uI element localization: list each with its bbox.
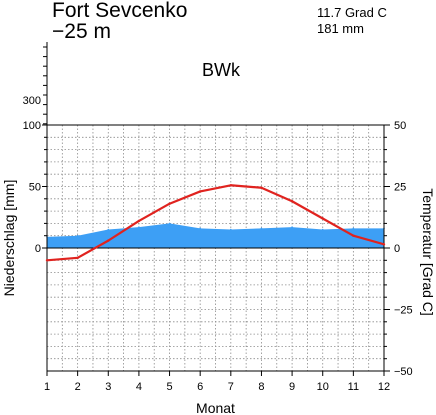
x-tick-label: 6	[197, 381, 203, 393]
left-tick-label: 100	[23, 120, 41, 132]
precipitation-point	[321, 228, 324, 231]
temperature-point	[45, 259, 49, 262]
climate-classification: BWk	[202, 60, 240, 80]
temperature-point	[321, 217, 324, 220]
precipitation-area	[47, 223, 384, 248]
x-tick-label: 12	[378, 381, 390, 393]
temperature-point	[290, 200, 294, 203]
mean-temperature: 11.7 Grad C	[317, 5, 387, 20]
temperature-point	[76, 256, 79, 260]
left-axis-title: Niederschlag [mm]	[1, 180, 17, 297]
right-tick-label: 0	[394, 243, 400, 255]
temperature-point	[352, 234, 355, 237]
x-tick-label: 4	[136, 381, 142, 393]
x-tick-label: 8	[258, 381, 264, 393]
precipitation-point	[199, 227, 201, 230]
chart-axes	[42, 42, 390, 376]
precipitation-point	[230, 228, 232, 231]
temperature-point	[229, 184, 233, 187]
x-tick-label: 1	[44, 381, 50, 393]
temperature-point	[260, 186, 263, 189]
x-tick-label: 7	[228, 381, 234, 393]
x-tick-label: 5	[166, 381, 172, 393]
station-name: Fort Sevcenko	[52, 0, 188, 22]
temperature-point	[198, 190, 202, 193]
x-tick-label: 9	[289, 381, 295, 393]
precipitation-point	[76, 234, 79, 237]
precipitation-point	[352, 227, 355, 230]
x-tick-label: 2	[75, 381, 81, 393]
x-axis-title: Monat	[196, 400, 235, 415]
left-tick-label: 50	[29, 182, 41, 194]
precipitation-point	[107, 228, 110, 231]
temperature-point	[107, 239, 110, 242]
x-tick-label: 11	[348, 381, 359, 393]
temperature-point	[382, 243, 386, 246]
precipitation-point	[138, 226, 140, 228]
precipitation-point	[168, 222, 171, 225]
temperature-series	[45, 184, 386, 262]
right-tick-label: 25	[394, 182, 406, 194]
temperature-point	[137, 219, 141, 223]
right-tick-label: −50	[394, 366, 413, 378]
precipitation-point	[291, 226, 293, 228]
precipitation-point	[260, 227, 263, 230]
annual-precipitation: 181 mm	[317, 21, 364, 36]
left-tick-label: 0	[35, 243, 41, 255]
temperature-line	[46, 184, 385, 262]
station-elevation: −25 m	[52, 20, 111, 43]
right-tick-label: 50	[394, 120, 406, 132]
right-axis-title: Temperatur [Grad C]	[420, 188, 436, 316]
x-tick-label: 3	[105, 381, 111, 393]
precipitation-series	[46, 222, 385, 248]
x-tick-label: 10	[317, 381, 329, 393]
temperature-point	[168, 202, 171, 205]
right-tick-label: −25	[394, 305, 413, 317]
left-tick-label: 300	[23, 95, 41, 107]
